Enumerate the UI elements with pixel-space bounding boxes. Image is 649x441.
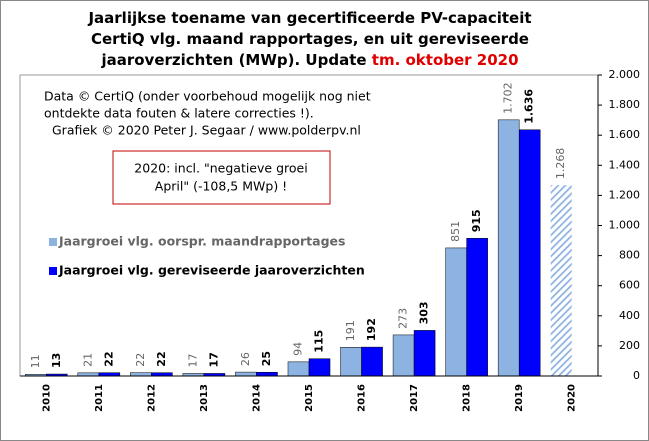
value-label: 1.636 — [523, 89, 536, 124]
x-tick-label: 2014 — [251, 384, 262, 412]
x-tick-label: 2013 — [199, 384, 210, 412]
value-label: 1.702 — [502, 82, 515, 114]
bar — [287, 361, 310, 377]
value-label: 26 — [239, 352, 252, 366]
chart-title: CertiQ vlg. maand rapportages, en uit ge… — [91, 30, 529, 48]
y-tick-label: 200 — [619, 339, 640, 352]
title-line: jaaroverzichten (MWp). Update — [100, 51, 366, 69]
x-tick-label: 2017 — [409, 384, 420, 412]
bar — [308, 358, 331, 377]
value-label: 11 — [29, 354, 42, 368]
value-label: 303 — [418, 301, 431, 324]
legend-marker — [49, 267, 57, 275]
value-label: 273 — [397, 308, 410, 329]
x-tick-label: 2016 — [357, 384, 368, 412]
bar — [466, 238, 488, 377]
chart-title: jaaroverzichten (MWp). Update tm. oktobe… — [100, 51, 518, 69]
y-tick-label: 400 — [619, 309, 640, 322]
legend-label: Jaargroei vlg. oorspr. maandrapportages — [58, 234, 345, 249]
bar — [392, 334, 415, 377]
title-highlight: tm. oktober 2020 — [372, 51, 519, 69]
bar — [235, 371, 257, 377]
value-label: 22 — [102, 351, 115, 366]
bar — [518, 129, 541, 377]
y-tick-label: 1.600 — [609, 128, 641, 141]
value-label: 851 — [449, 221, 462, 242]
value-label: 21 — [81, 353, 94, 367]
annotation: Grafiek © 2020 Peter J. Segaar / www.pol… — [52, 123, 361, 138]
value-label: 17 — [186, 353, 199, 367]
y-tick-label: 0 — [633, 369, 640, 382]
value-label: 191 — [344, 320, 357, 341]
note-box — [112, 150, 331, 205]
value-label: 1.268 — [554, 148, 567, 180]
value-label: 94 — [291, 342, 304, 356]
value-label: 192 — [365, 318, 378, 341]
bar — [413, 330, 436, 377]
bar — [256, 371, 278, 377]
y-tick-label: 800 — [619, 249, 640, 262]
title-line: Jaarlijkse toename van gecertificeerde P… — [87, 9, 531, 27]
bar — [497, 119, 520, 377]
legend-label: Jaargroei vlg. gereviseerde jaaroverzich… — [58, 263, 365, 278]
x-tick-label: 2019 — [514, 384, 525, 412]
y-tick-label: 600 — [619, 279, 640, 292]
x-tick-label: 2012 — [146, 384, 157, 412]
title-line: CertiQ vlg. maand rapportages, en uit ge… — [91, 30, 529, 48]
x-tick-label: 2011 — [94, 384, 105, 412]
bar — [445, 247, 467, 377]
x-tick-label: 2018 — [462, 384, 473, 412]
note-text: 2020: incl. "negatieve groei — [134, 161, 307, 176]
legend-marker — [49, 238, 57, 246]
y-tick-label: 1.800 — [609, 98, 641, 111]
bar — [550, 185, 572, 376]
value-label: 25 — [260, 351, 273, 366]
y-tick-label: 1.000 — [609, 219, 641, 232]
value-label: 17 — [207, 352, 220, 367]
value-label: 915 — [470, 209, 483, 232]
annotation: ontdekte data fouten & latere correcties… — [44, 106, 314, 121]
x-tick-label: 2010 — [41, 384, 52, 412]
x-tick-label: 2020 — [567, 384, 578, 412]
y-tick-label: 1.400 — [609, 158, 641, 171]
value-label: 22 — [155, 351, 168, 366]
y-tick-label: 1.200 — [609, 188, 641, 201]
x-tick-label: 2015 — [304, 384, 315, 412]
value-label: 115 — [313, 330, 326, 353]
value-label: 22 — [134, 353, 147, 367]
note-text: April" (-108,5 MWp) ! — [155, 179, 287, 194]
annotation: Data © CertiQ (onder voorbehoud mogelijk… — [44, 89, 371, 104]
bar — [340, 347, 362, 377]
chart-title: Jaarlijkse toename van gecertificeerde P… — [87, 9, 531, 27]
value-label: 13 — [50, 353, 63, 368]
bar — [361, 346, 383, 377]
y-tick-label: 2.000 — [609, 68, 641, 81]
